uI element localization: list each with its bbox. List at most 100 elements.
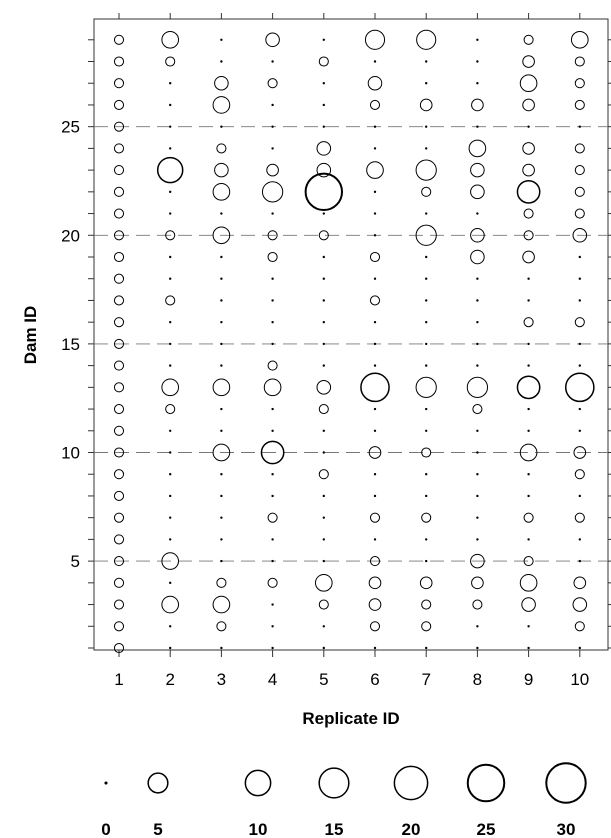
gridlines [94, 126, 608, 562]
bubble [113, 621, 125, 632]
bubble [564, 372, 595, 403]
bubble [373, 212, 377, 215]
bubble [322, 103, 325, 107]
bubble [169, 646, 172, 650]
bubble [113, 447, 125, 458]
legend-label: 0 [101, 820, 110, 838]
bubble [220, 407, 223, 411]
bubble [527, 646, 530, 650]
bubble [522, 250, 535, 264]
legend-label: 15 [325, 820, 344, 838]
bubble [521, 597, 536, 612]
bubble [304, 172, 344, 212]
bubble [169, 625, 172, 628]
bubble [216, 143, 227, 154]
bubble [161, 595, 180, 614]
bubble [271, 646, 274, 650]
bubble [360, 372, 390, 403]
bubble [425, 407, 428, 411]
bubble [578, 559, 581, 563]
bubble [527, 364, 530, 367]
bubble [373, 342, 377, 346]
bubble [578, 342, 581, 346]
bubble [271, 538, 274, 541]
bubble [113, 121, 125, 132]
bubble [169, 320, 172, 324]
bubble [169, 277, 172, 280]
bubble [316, 141, 332, 156]
x-tick-label: 5 [319, 670, 328, 689]
y-axis: 5 10 15 20 25 [61, 39, 611, 649]
legend-bubble [104, 781, 108, 785]
bubble [476, 625, 479, 628]
bubble [169, 364, 172, 367]
bubble [522, 142, 535, 155]
bubble [574, 78, 585, 89]
bubble [476, 299, 479, 302]
bubble [425, 299, 428, 302]
bubble [169, 255, 172, 259]
bubble [369, 99, 381, 110]
bubble [316, 380, 332, 395]
bubble [425, 538, 428, 541]
bubble [373, 147, 377, 150]
bubble [169, 429, 172, 432]
bubble [113, 404, 125, 415]
bubble [214, 162, 229, 178]
bubble [318, 230, 329, 241]
bubble [527, 429, 530, 432]
bubble [369, 295, 381, 306]
bubble [271, 103, 274, 107]
bubble [373, 60, 377, 63]
bubble [322, 538, 325, 541]
bubble [322, 320, 325, 324]
bubble [271, 559, 274, 563]
bubble [425, 60, 428, 63]
bubble [161, 552, 180, 570]
bubble [322, 364, 325, 367]
bubble [113, 490, 125, 501]
bubble [113, 425, 125, 436]
bubble [578, 299, 581, 302]
bubble [169, 212, 172, 215]
bubble [322, 299, 325, 302]
bubble [169, 125, 172, 128]
bubble [369, 556, 381, 567]
bubble [476, 429, 479, 432]
bubble [220, 538, 223, 541]
y-tick-label: 5 [71, 552, 80, 571]
bubble [523, 317, 534, 328]
bubble [161, 378, 180, 397]
bubble [316, 162, 332, 178]
bubble [476, 212, 479, 215]
bubble [169, 103, 172, 107]
bubble [527, 125, 530, 128]
bubble [220, 473, 223, 476]
bubble [271, 212, 274, 215]
bubble [574, 317, 585, 328]
bubble [471, 576, 484, 590]
bubble [113, 230, 125, 241]
bubble [212, 226, 231, 245]
bubble [578, 407, 581, 411]
bubble [368, 576, 382, 590]
bubble [113, 317, 125, 328]
bubble [519, 74, 538, 93]
bubble [574, 621, 585, 632]
bubble [113, 534, 125, 545]
bubble [476, 320, 479, 324]
bubble [113, 338, 125, 349]
bubble [322, 255, 325, 259]
bubble [419, 98, 433, 112]
bubble [322, 494, 325, 498]
x-axis-title: Replicate ID [302, 709, 399, 728]
bubble [113, 78, 125, 89]
bubble [220, 342, 223, 346]
bubble [373, 125, 377, 128]
x-tick-label: 9 [524, 670, 533, 689]
bubble [373, 364, 377, 367]
bubble [322, 212, 325, 215]
plot-frame [93, 18, 609, 651]
bubble [476, 364, 479, 367]
